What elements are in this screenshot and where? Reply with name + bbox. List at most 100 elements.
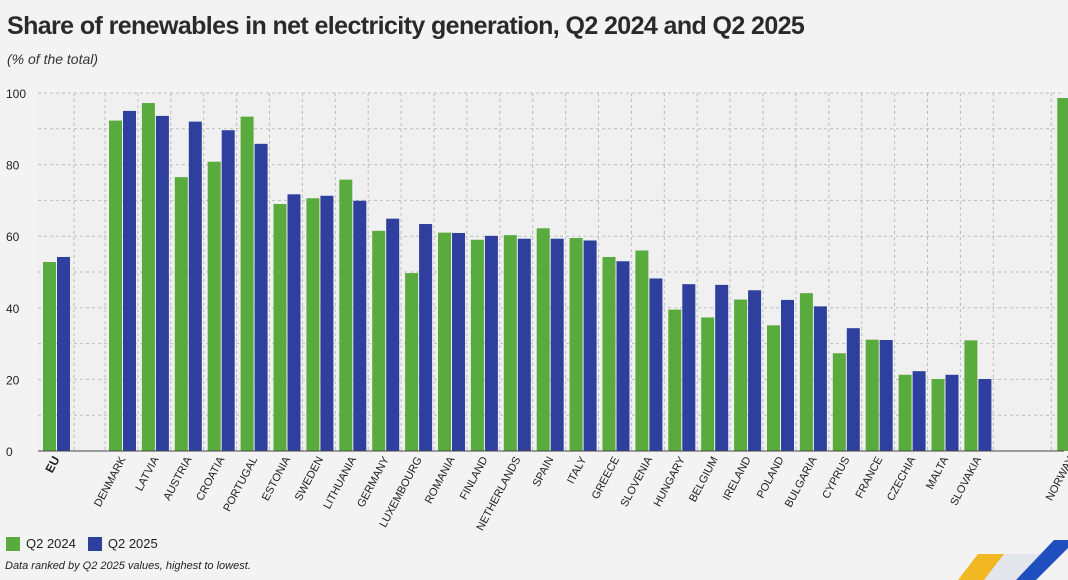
legend-item-q2-2024: Q2 2024 xyxy=(6,536,76,551)
category-label: FINLAND xyxy=(458,455,491,502)
category-label: LITHUANIA xyxy=(321,454,359,511)
bar-netherlands-q2-2025 xyxy=(517,238,531,451)
bar-denmark-q2-2024 xyxy=(109,120,122,451)
bar-slovakia-q2-2025 xyxy=(978,379,992,451)
bar-hungary-q2-2025 xyxy=(682,284,696,451)
bar-czechia-q2-2025 xyxy=(912,371,926,451)
bar-estonia-q2-2024 xyxy=(273,203,287,451)
category-label: AUSTRIA xyxy=(161,454,194,502)
bar-slovakia-q2-2024 xyxy=(964,340,978,451)
bar-greece-q2-2024 xyxy=(602,256,616,451)
category-label: SWEDEN xyxy=(293,455,326,503)
y-tick-label: 20 xyxy=(6,373,20,387)
y-tick-label: 0 xyxy=(6,445,13,459)
bar-france-q2-2024 xyxy=(865,339,879,451)
bar-sweden-q2-2025 xyxy=(320,195,334,451)
bar-luxembourg-q2-2025 xyxy=(419,224,433,451)
bar-luxembourg-q2-2024 xyxy=(405,273,419,451)
category-label: HUNGARY xyxy=(652,454,689,509)
bar-croatia-q2-2025 xyxy=(221,130,235,451)
category-label: CZECHIA xyxy=(885,454,919,503)
bar-eu-q2-2024 xyxy=(43,261,56,451)
bar-netherlands-q2-2024 xyxy=(503,235,517,451)
bar-slovenia-q2-2025 xyxy=(649,278,663,451)
category-label: FRANCE xyxy=(854,455,886,501)
legend-label-q2-2024: Q2 2024 xyxy=(26,536,76,551)
bar-estonia-q2-2025 xyxy=(287,194,301,451)
bar-slovenia-q2-2024 xyxy=(635,250,649,451)
y-tick-label: 100 xyxy=(6,87,26,101)
category-label: LATVIA xyxy=(134,454,162,493)
bar-eu-q2-2025 xyxy=(57,256,70,451)
category-label: CYPRUS xyxy=(820,455,852,501)
category-label: GREECE xyxy=(590,455,622,502)
bar-germany-q2-2024 xyxy=(372,230,386,451)
category-label: BULGARIA xyxy=(783,454,820,509)
eurostat-logo-graphic xyxy=(958,540,1068,580)
category-label: ROMANIA xyxy=(423,454,458,506)
bar-italy-q2-2025 xyxy=(583,240,597,451)
bar-finland-q2-2024 xyxy=(470,239,484,451)
category-label: IRELAND xyxy=(721,455,754,503)
category-label: CROATIA xyxy=(194,454,227,503)
category-label: ITALY xyxy=(565,454,589,486)
legend-swatch-q2-2025 xyxy=(87,536,102,551)
bar-latvia-q2-2024 xyxy=(141,103,155,452)
bar-malta-q2-2025 xyxy=(945,374,959,451)
bar-sweden-q2-2024 xyxy=(306,198,320,451)
bar-austria-q2-2024 xyxy=(174,177,188,451)
chart-subtitle: (% of the total) xyxy=(7,51,99,67)
bar-ireland-q2-2025 xyxy=(748,290,762,451)
bar-norway-q2-2024 xyxy=(1057,98,1068,452)
bar-germany-q2-2025 xyxy=(386,218,400,451)
bar-poland-q2-2025 xyxy=(781,299,794,451)
bar-denmark-q2-2025 xyxy=(123,110,136,452)
bar-romania-q2-2025 xyxy=(452,232,465,451)
bar-lithuania-q2-2025 xyxy=(353,200,367,451)
bar-greece-q2-2025 xyxy=(616,261,630,451)
bar-spain-q2-2025 xyxy=(550,238,564,451)
bar-portugal-q2-2024 xyxy=(240,116,254,452)
bar-spain-q2-2024 xyxy=(536,228,550,451)
category-label: PORTUGAL xyxy=(221,455,260,514)
category-label: DENMARK xyxy=(92,454,129,509)
bar-portugal-q2-2025 xyxy=(254,143,268,451)
bar-latvia-q2-2025 xyxy=(155,115,169,452)
bar-france-q2-2025 xyxy=(879,340,893,451)
category-label: SLOVAKIA xyxy=(948,454,984,508)
category-label: BELGIUM xyxy=(687,455,721,504)
bar-finland-q2-2025 xyxy=(484,235,498,451)
bar-czechia-q2-2024 xyxy=(898,374,912,451)
category-label: ESTONIA xyxy=(260,454,293,503)
bar-bulgaria-q2-2024 xyxy=(799,293,813,451)
bar-ireland-q2-2024 xyxy=(734,299,748,451)
bar-poland-q2-2024 xyxy=(767,325,780,451)
y-tick-label: 60 xyxy=(6,230,20,244)
category-label: EU xyxy=(42,454,62,475)
y-tick-label: 80 xyxy=(6,159,20,173)
category-label: NORWAY xyxy=(1044,454,1068,503)
bar-hungary-q2-2024 xyxy=(668,309,682,451)
bar-lithuania-q2-2024 xyxy=(339,179,353,452)
category-label: GERMANY xyxy=(355,454,392,509)
legend-item-q2-2025: Q2 2025 xyxy=(87,536,158,551)
bar-belgium-q2-2025 xyxy=(715,284,729,451)
bar-croatia-q2-2024 xyxy=(207,161,221,451)
chart-title: Share of renewables in net electricity g… xyxy=(7,12,805,40)
bar-austria-q2-2025 xyxy=(188,121,202,451)
bar-cyprus-q2-2024 xyxy=(832,353,846,451)
footnote: Data ranked by Q2 2025 values, highest t… xyxy=(5,560,251,572)
y-tick-label: 40 xyxy=(6,302,20,316)
bar-malta-q2-2024 xyxy=(931,379,945,451)
category-label: SLOVENIA xyxy=(619,454,656,509)
legend-label-q2-2025: Q2 2025 xyxy=(107,536,158,551)
category-label: MALTA xyxy=(924,454,951,491)
bar-cyprus-q2-2025 xyxy=(846,328,860,451)
category-label: POLAND xyxy=(755,455,787,501)
legend: Q2 2024 Q2 2025 xyxy=(6,536,170,551)
category-label: SPAIN xyxy=(531,455,557,489)
bar-belgium-q2-2024 xyxy=(701,317,715,451)
bar-romania-q2-2024 xyxy=(438,232,451,451)
bar-bulgaria-q2-2025 xyxy=(813,306,827,451)
